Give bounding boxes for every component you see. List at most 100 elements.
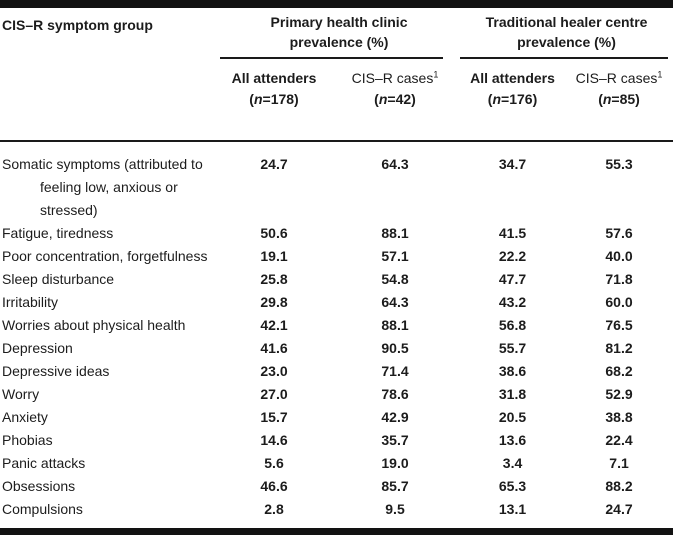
- value-cell: 90.5: [381, 340, 409, 356]
- value-cell: 43.2: [498, 294, 527, 310]
- table-row-worries-physical-health: Worries about physical health 42.1 88.1 …: [0, 314, 673, 337]
- col-label: CIS–R cases1: [575, 69, 663, 86]
- value-cell: 42.9: [381, 409, 409, 425]
- value-cell: 22.2: [498, 248, 527, 264]
- group-title-line2: prevalence (%): [289, 34, 389, 50]
- value-cell: 88.2: [605, 478, 633, 494]
- value-cell: 38.8: [605, 409, 633, 425]
- value-cell: 65.3: [498, 478, 527, 494]
- group-title-line1: Primary health clinic: [270, 14, 408, 30]
- value-cell: 19.1: [260, 248, 288, 264]
- table-row-somatic-symptoms: Somatic symptoms (attributed to feeling …: [0, 141, 673, 222]
- symptom-label: Compulsions: [2, 501, 83, 517]
- symptom-label: Fatigue, tiredness: [2, 225, 114, 241]
- value-cell: 57.1: [381, 248, 409, 264]
- value-cell: 64.3: [381, 294, 409, 310]
- group-title-line1: Traditional healer centre: [485, 14, 648, 30]
- value-cell: 19.0: [381, 455, 409, 471]
- value-cell: 76.5: [605, 317, 633, 333]
- table-row-depressive-ideas: Depressive ideas 23.0 71.4 38.6 68.2: [0, 360, 673, 383]
- value-cell: 71.4: [381, 363, 409, 379]
- value-cell: 7.1: [609, 455, 629, 471]
- col-sample-size: (n=178): [249, 91, 299, 107]
- value-cell: 41.6: [260, 340, 288, 356]
- footnote-marker: 1: [657, 69, 663, 80]
- symptom-label: Somatic symptoms (attributed to feeling …: [2, 156, 203, 218]
- bottom-border-rule: [0, 528, 673, 535]
- group-header-primary-health-clinic: Primary health clinic prevalence (%): [218, 8, 460, 59]
- table-row-obsessions: Obsessions 46.6 85.7 65.3 88.2: [0, 475, 673, 498]
- table-row-depression: Depression 41.6 90.5 55.7 81.2: [0, 337, 673, 360]
- value-cell: 27.0: [260, 386, 288, 402]
- table-row-phobias: Phobias 14.6 35.7 13.6 22.4: [0, 429, 673, 452]
- value-cell: 3.4: [502, 455, 523, 471]
- col-label: All attenders: [470, 70, 555, 86]
- value-cell: 88.1: [381, 317, 409, 333]
- symptom-label: Depressive ideas: [2, 363, 110, 379]
- col-header-phc-all-attenders: All attenders (n=178): [218, 59, 330, 142]
- value-cell: 42.1: [260, 317, 288, 333]
- value-cell: 2.8: [264, 501, 284, 517]
- symptom-label: Irritability: [2, 294, 59, 310]
- group-underline: [220, 57, 444, 59]
- value-cell: 22.4: [605, 432, 633, 448]
- value-cell: 5.6: [264, 455, 284, 471]
- col-header-phc-cisr-cases: CIS–R cases1 (n=42): [330, 59, 461, 142]
- value-cell: 50.6: [260, 225, 288, 241]
- value-cell: 57.6: [605, 225, 633, 241]
- table-row-compulsions: Compulsions 2.8 9.5 13.1 24.7: [0, 498, 673, 521]
- value-cell: 46.6: [260, 478, 288, 494]
- value-cell: 24.7: [605, 501, 633, 517]
- value-cell: 25.8: [260, 271, 288, 287]
- value-cell: 54.8: [381, 271, 409, 287]
- symptom-label: Worry: [2, 386, 40, 402]
- value-cell: 56.8: [498, 317, 527, 333]
- symptom-label: Obsessions: [2, 478, 76, 494]
- group-title: Traditional healer centre prevalence (%): [460, 12, 673, 52]
- value-cell: 88.1: [381, 225, 409, 241]
- symptom-label: Sleep disturbance: [2, 271, 115, 287]
- table-row-anxiety: Anxiety 15.7 42.9 20.5 38.8: [0, 406, 673, 429]
- table-row-panic-attacks: Panic attacks 5.6 19.0 3.4 7.1: [0, 452, 673, 475]
- value-cell: 34.7: [498, 156, 527, 172]
- value-cell: 9.5: [385, 501, 405, 517]
- value-cell: 55.7: [498, 340, 527, 356]
- col-sample-size: (n=42): [374, 91, 416, 107]
- column-header-row: All attenders (n=178) CIS–R cases1 (n=42…: [0, 59, 673, 142]
- group-header-traditional-healer-centre: Traditional healer centre prevalence (%): [460, 8, 673, 59]
- value-cell: 47.7: [498, 271, 527, 287]
- symptom-label: Worries about physical health: [2, 317, 186, 333]
- group-title-line2: prevalence (%): [517, 34, 616, 50]
- table-row-sleep-disturbance: Sleep disturbance 25.8 54.8 47.7 71.8: [0, 268, 673, 291]
- value-cell: 60.0: [605, 294, 633, 310]
- col-sample-size: (n=85): [598, 91, 640, 107]
- symptom-label: Panic attacks: [2, 455, 86, 471]
- row-group-header: CIS–R symptom group: [0, 8, 218, 142]
- symptom-label: Depression: [2, 340, 73, 356]
- value-cell: 71.8: [605, 271, 633, 287]
- col-header-thc-all-attenders: All attenders (n=176): [460, 59, 566, 142]
- value-cell: 81.2: [605, 340, 633, 356]
- group-underline: [460, 57, 669, 59]
- symptom-label: Phobias: [2, 432, 53, 448]
- value-cell: 52.9: [605, 386, 633, 402]
- group-title: Primary health clinic prevalence (%): [218, 12, 460, 52]
- value-cell: 23.0: [260, 363, 288, 379]
- value-cell: 15.7: [260, 409, 288, 425]
- prevalence-table: CIS–R symptom group Primary health clini…: [0, 8, 673, 521]
- col-sample-size: (n=176): [487, 91, 538, 107]
- value-cell: 31.8: [498, 386, 527, 402]
- symptom-label: Anxiety: [2, 409, 48, 425]
- symptom-label: Poor concentration, forgetfulness: [2, 248, 208, 264]
- col-header-thc-cisr-cases: CIS–R cases1 (n=85): [565, 59, 673, 142]
- top-border-rule: [0, 0, 673, 8]
- footnote-marker: 1: [433, 69, 439, 80]
- group-header-row: CIS–R symptom group Primary health clini…: [0, 8, 673, 142]
- value-cell: 64.3: [381, 156, 409, 172]
- value-cell: 20.5: [498, 409, 527, 425]
- table-row-poor-concentration: Poor concentration, forgetfulness 19.1 5…: [0, 245, 673, 268]
- value-cell: 24.7: [260, 156, 288, 172]
- value-cell: 78.6: [381, 386, 409, 402]
- value-cell: 68.2: [605, 363, 633, 379]
